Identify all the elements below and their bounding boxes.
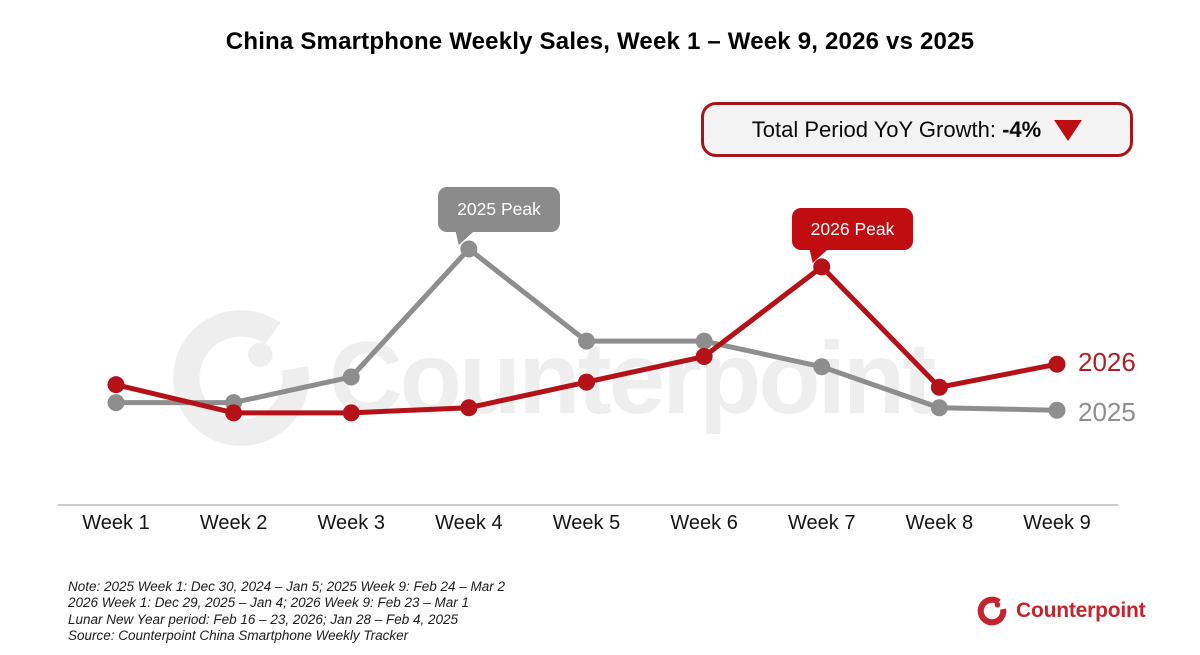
x-axis-label-2: Week 2 xyxy=(199,512,268,534)
yoy-growth-text: Total Period YoY Growth: xyxy=(751,116,996,142)
data-point-2025-week-8 xyxy=(930,399,948,417)
yoy-growth-badge: Total Period YoY Growth: -4% xyxy=(701,102,1133,157)
x-axis-label-1: Week 1 xyxy=(82,512,150,534)
counterpoint-logo: Counterpoint xyxy=(976,595,1146,627)
data-point-2026-week-3 xyxy=(342,404,360,422)
footnote-line: Note: 2025 Week 1: Dec 30, 2024 – Jan 5;… xyxy=(68,579,506,594)
x-axis-label-4: Week 4 xyxy=(435,512,503,534)
data-point-2026-week-2 xyxy=(225,404,243,422)
data-point-2026-week-6 xyxy=(695,348,713,366)
peak-callout-2026: 2026 Peak xyxy=(792,208,913,250)
x-axis-label-3: Week 3 xyxy=(317,512,385,534)
data-point-2026-week-5 xyxy=(578,373,595,391)
footnote-line: Lunar New Year period: Feb 16 – 23, 2026… xyxy=(68,611,459,627)
x-axis-label-5: Week 5 xyxy=(552,512,621,534)
data-point-2026-week-4 xyxy=(460,399,478,417)
yoy-growth-label: Total Period YoY Growth: -4% xyxy=(752,117,1041,143)
series-label-2026: 2026 xyxy=(1078,347,1136,377)
data-point-2026-week-1 xyxy=(107,376,125,394)
down-triangle-icon xyxy=(1054,120,1083,141)
data-point-2025-week-9 xyxy=(1048,401,1066,419)
data-point-2025-week-1 xyxy=(107,394,125,412)
data-point-2025-week-3 xyxy=(342,368,360,386)
data-point-2026-week-9 xyxy=(1048,355,1066,373)
peak-callout-2026-label: 2026 Peak xyxy=(810,218,895,239)
series-label-2025: 2025 xyxy=(1078,397,1136,427)
yoy-growth-value: -4% xyxy=(1002,116,1042,142)
counterpoint-logo-icon xyxy=(977,596,1007,626)
x-axis-label-7: Week 7 xyxy=(788,512,856,534)
footnotes: Note: 2025 Week 1: Dec 30, 2024 – Jan 5;… xyxy=(68,579,505,645)
peak-callout-2025: 2025 Peak xyxy=(438,187,560,232)
data-point-2025-week-6 xyxy=(695,332,713,350)
counterpoint-logo-text: Counterpoint xyxy=(1016,599,1146,622)
footnote-line: Source: Counterpoint China Smartphone We… xyxy=(68,628,409,644)
data-point-2025-week-5 xyxy=(578,332,595,350)
footnote-line: 2026 Week 1: Dec 29, 2025 – Jan 4; 2026 … xyxy=(68,595,470,611)
peak-callout-2025-label: 2025 Peak xyxy=(457,199,541,219)
x-axis-label-6: Week 6 xyxy=(670,512,738,534)
x-axis-label-9: Week 9 xyxy=(1023,512,1091,534)
x-axis-label-8: Week 8 xyxy=(905,512,974,534)
chart-title: China Smartphone Weekly Sales, Week 1 – … xyxy=(225,28,975,55)
data-point-2025-week-7 xyxy=(813,358,831,376)
data-point-2026-week-8 xyxy=(930,378,948,396)
